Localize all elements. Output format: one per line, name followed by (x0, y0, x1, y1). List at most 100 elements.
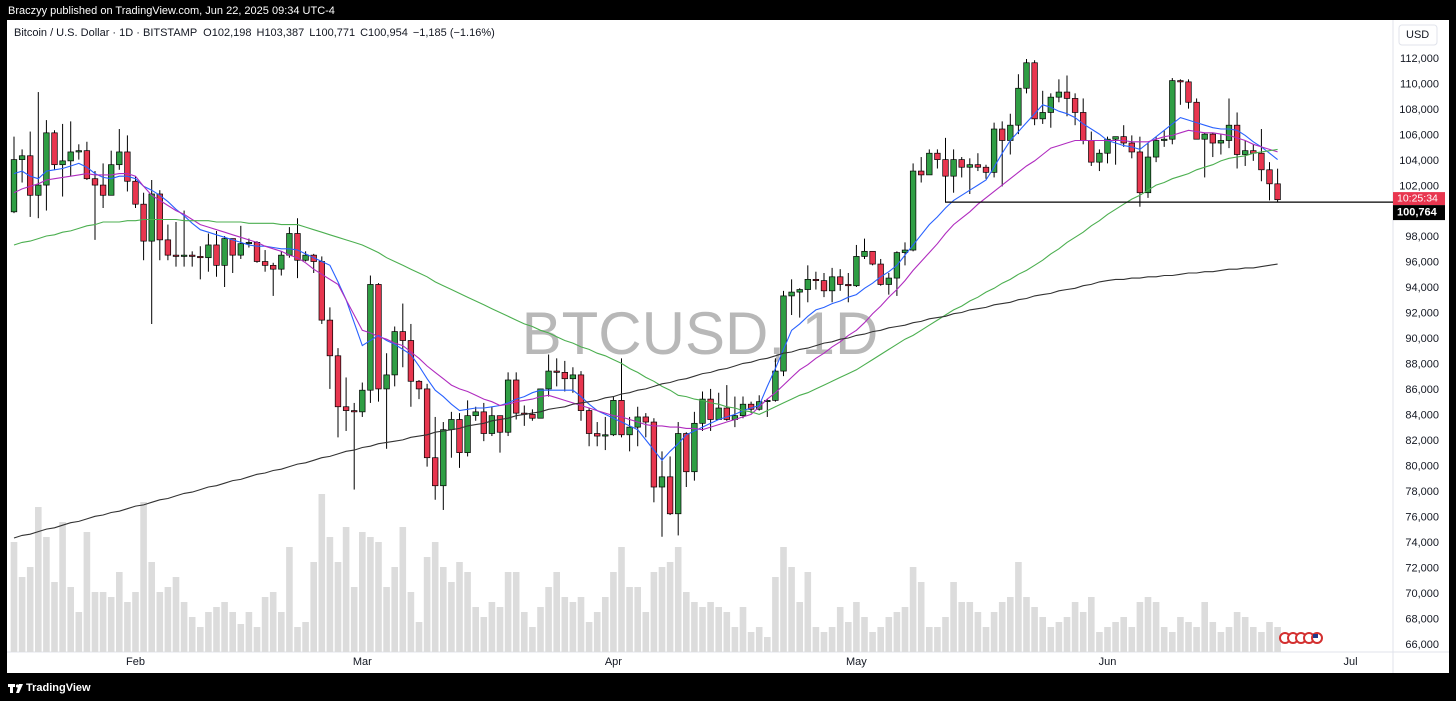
published-note: Braczyy published on TradingView.com, Ju… (8, 5, 335, 17)
volume-bar (326, 537, 334, 652)
tradingview-logo (8, 684, 23, 693)
candle-body (205, 244, 212, 259)
y-tick-label: 102,000 (1399, 180, 1439, 192)
candle-body (318, 261, 325, 321)
volume-bar (472, 607, 479, 652)
volume-bar (391, 567, 398, 652)
candle-body (124, 151, 131, 182)
volume-bar (26, 567, 34, 652)
candle-body (585, 410, 593, 434)
candle-body (715, 407, 722, 420)
volume-bar (245, 612, 253, 652)
volume-bar (1144, 597, 1152, 652)
candle-body (1201, 133, 1208, 140)
candle-body (197, 256, 204, 259)
candle-body (658, 476, 666, 488)
candle-body (440, 429, 447, 487)
candle-body (1169, 80, 1176, 140)
candle-body (934, 152, 941, 160)
axis-layer: 66,000 68,000 70,000 72,000 74,000 76,000 78,0… (126, 53, 1445, 668)
volume-bar (699, 607, 706, 652)
candle-body (1274, 183, 1281, 201)
candle-body (302, 254, 309, 261)
volume-bar (67, 587, 74, 652)
candle-body (383, 374, 390, 390)
volume-bar (1128, 627, 1136, 652)
candle-body (990, 128, 998, 173)
volume-bar (982, 627, 990, 652)
candle-body (974, 164, 982, 168)
volume-bar (221, 602, 228, 652)
currency-box[interactable] (1398, 24, 1438, 46)
price-label: 100,764 (1397, 207, 1438, 219)
volume-bar (707, 602, 714, 652)
candle-body (432, 457, 439, 487)
volume-bar (75, 612, 83, 652)
candle-body (642, 416, 649, 423)
candle-body (342, 406, 350, 411)
legend-low: L100,771 (309, 27, 355, 39)
candle-body (537, 388, 544, 419)
y-tick-label: 86,000 (1405, 384, 1439, 396)
candle-body (423, 388, 431, 459)
y-tick-label: 80,000 (1405, 461, 1439, 473)
flags-icon (1279, 632, 1323, 644)
candle-body (1177, 80, 1184, 83)
volume-bar (318, 494, 326, 652)
volume-bar (666, 562, 674, 652)
candle-body (1136, 151, 1144, 194)
volume-bar (415, 622, 423, 652)
candle-body (553, 370, 560, 373)
currency[interactable]: USD (1406, 29, 1429, 41)
volume-bar (739, 607, 747, 652)
candle-body (156, 193, 163, 241)
volume-bar (853, 602, 860, 652)
candle-body (294, 233, 301, 261)
volume-bar (440, 567, 447, 652)
y-tick-label: 106,000 (1399, 129, 1439, 141)
candle-body (1080, 112, 1087, 141)
volume-bar (610, 572, 617, 652)
volume-bar (456, 562, 463, 652)
volume-bar (423, 557, 431, 652)
candle-body (359, 389, 366, 413)
y-tick-label: 82,000 (1405, 435, 1439, 447)
volume-bar (448, 582, 455, 652)
candle-body (415, 380, 423, 390)
chart-area (7, 20, 1449, 673)
volume-bar (237, 624, 245, 652)
volume-bar (1055, 622, 1063, 652)
volume-bar (723, 612, 731, 652)
candle-body (391, 331, 398, 376)
candle-body (399, 331, 406, 341)
x-tick-label: Jul (1343, 656, 1357, 668)
candle-body (213, 244, 220, 266)
y-tick-label: 66,000 (1405, 639, 1439, 651)
candle-body (278, 254, 285, 270)
volume-bar (399, 527, 407, 652)
volume-bar (998, 602, 1006, 652)
volume-bar (934, 627, 941, 652)
volume-bar (917, 582, 925, 652)
candle-body (666, 476, 674, 515)
volume-bar (1071, 602, 1079, 652)
volume-bar (861, 617, 868, 652)
volume-bar (1209, 622, 1217, 652)
candle-body (942, 159, 949, 177)
candle-body (650, 421, 658, 488)
volume-bar (1015, 562, 1022, 652)
candle-body (367, 284, 374, 391)
volume-bar (1079, 612, 1087, 652)
candle-body (1112, 136, 1119, 140)
candle-body (35, 184, 42, 196)
candle-body (861, 250, 868, 257)
candle-body (504, 379, 512, 433)
volume-bar (537, 607, 544, 652)
candle-body (958, 159, 965, 168)
volume-bar (820, 632, 828, 652)
volume-bar (1233, 612, 1241, 652)
candle-body (148, 193, 155, 242)
volume-bar (950, 582, 957, 652)
volume-bar (942, 617, 949, 652)
candle-body (27, 155, 34, 196)
